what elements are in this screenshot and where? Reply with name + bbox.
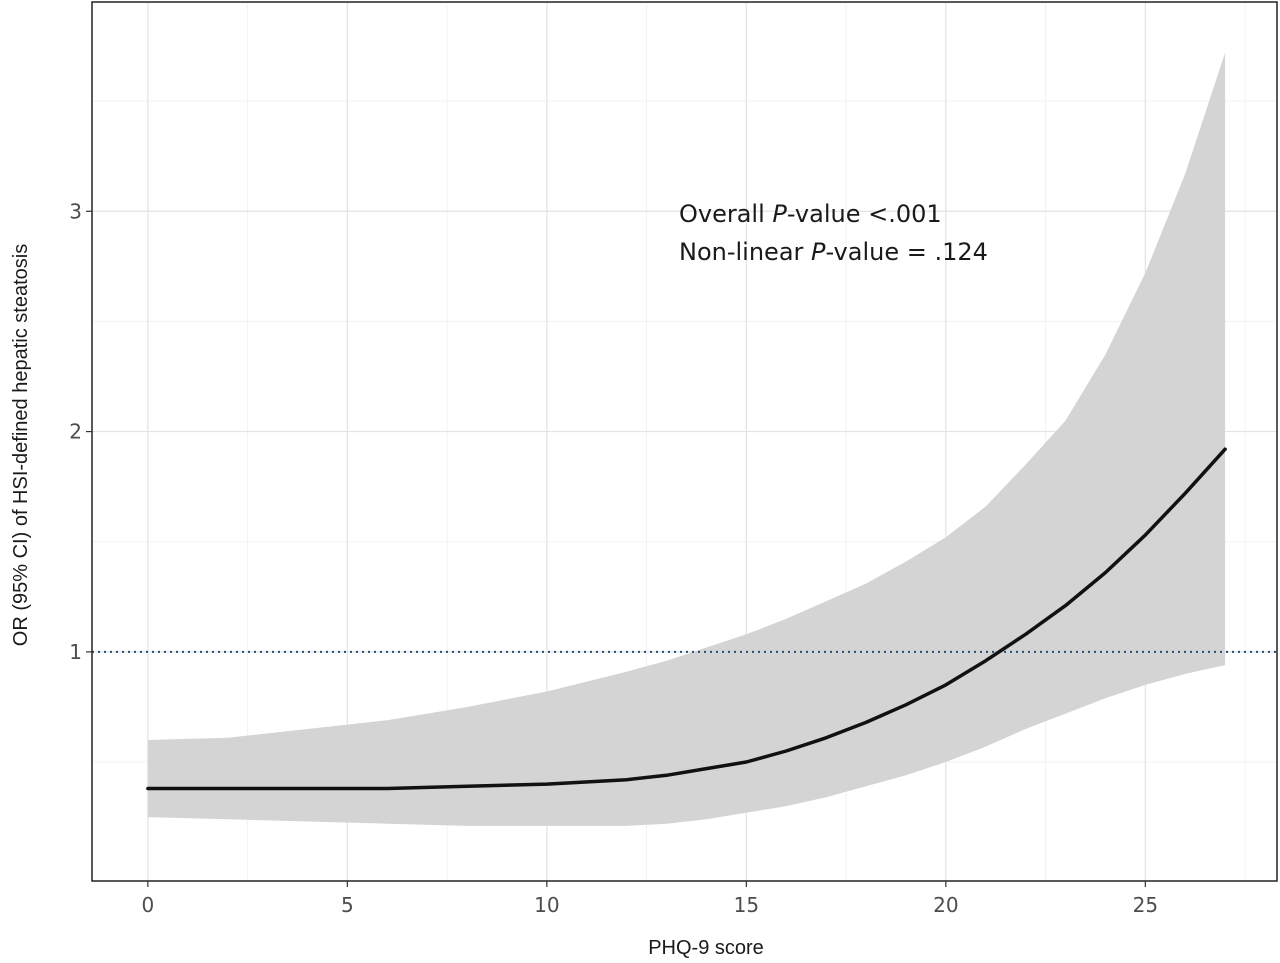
confidence-band-layer (147, 52, 1226, 826)
x-tick-label-3: 15 (734, 893, 759, 917)
annotation-line-0-part-1: P (772, 200, 787, 228)
annotation-line-0: Overall P-value <.001 (679, 200, 942, 228)
y-tick-label-2: 3 (69, 199, 82, 223)
x-tick-label-4: 20 (933, 893, 958, 917)
or-curve-layer (146, 447, 1227, 791)
y-tick-label-1: 2 (69, 420, 82, 444)
annotation-line-0-part-0: Overall (679, 200, 772, 228)
x-tick-label-1: 5 (341, 893, 354, 917)
x-tick-label-0: 0 (141, 893, 154, 917)
annotation-line-1-part-1: P (811, 238, 826, 266)
plot-panel-border (91, 1, 1278, 882)
y-tick-label-0: 1 (69, 640, 82, 664)
y-axis-ticks: 1 2 3 (69, 199, 92, 664)
x-axis-title: PHQ-9 score (648, 937, 764, 959)
x-axis-ticks: 0 5 10 15 20 25 (141, 881, 1158, 917)
x-tick-label-2: 10 (534, 893, 559, 917)
annotation-line-1-part-0: Non-linear (679, 238, 811, 266)
grid (92, 2, 1277, 881)
annotation-line-1-part-2: -value = .124 (826, 238, 988, 266)
annotation-line-1: Non-linear P-value = .124 (679, 238, 988, 266)
y-axis-title: OR (95% CI) of HSI-defined hepatic steat… (10, 244, 32, 646)
or-curve (146, 447, 1227, 791)
annotation-line-0-part-2: -value <.001 (787, 200, 942, 228)
x-tick-label-5: 25 (1133, 893, 1158, 917)
confidence-band (147, 52, 1226, 826)
